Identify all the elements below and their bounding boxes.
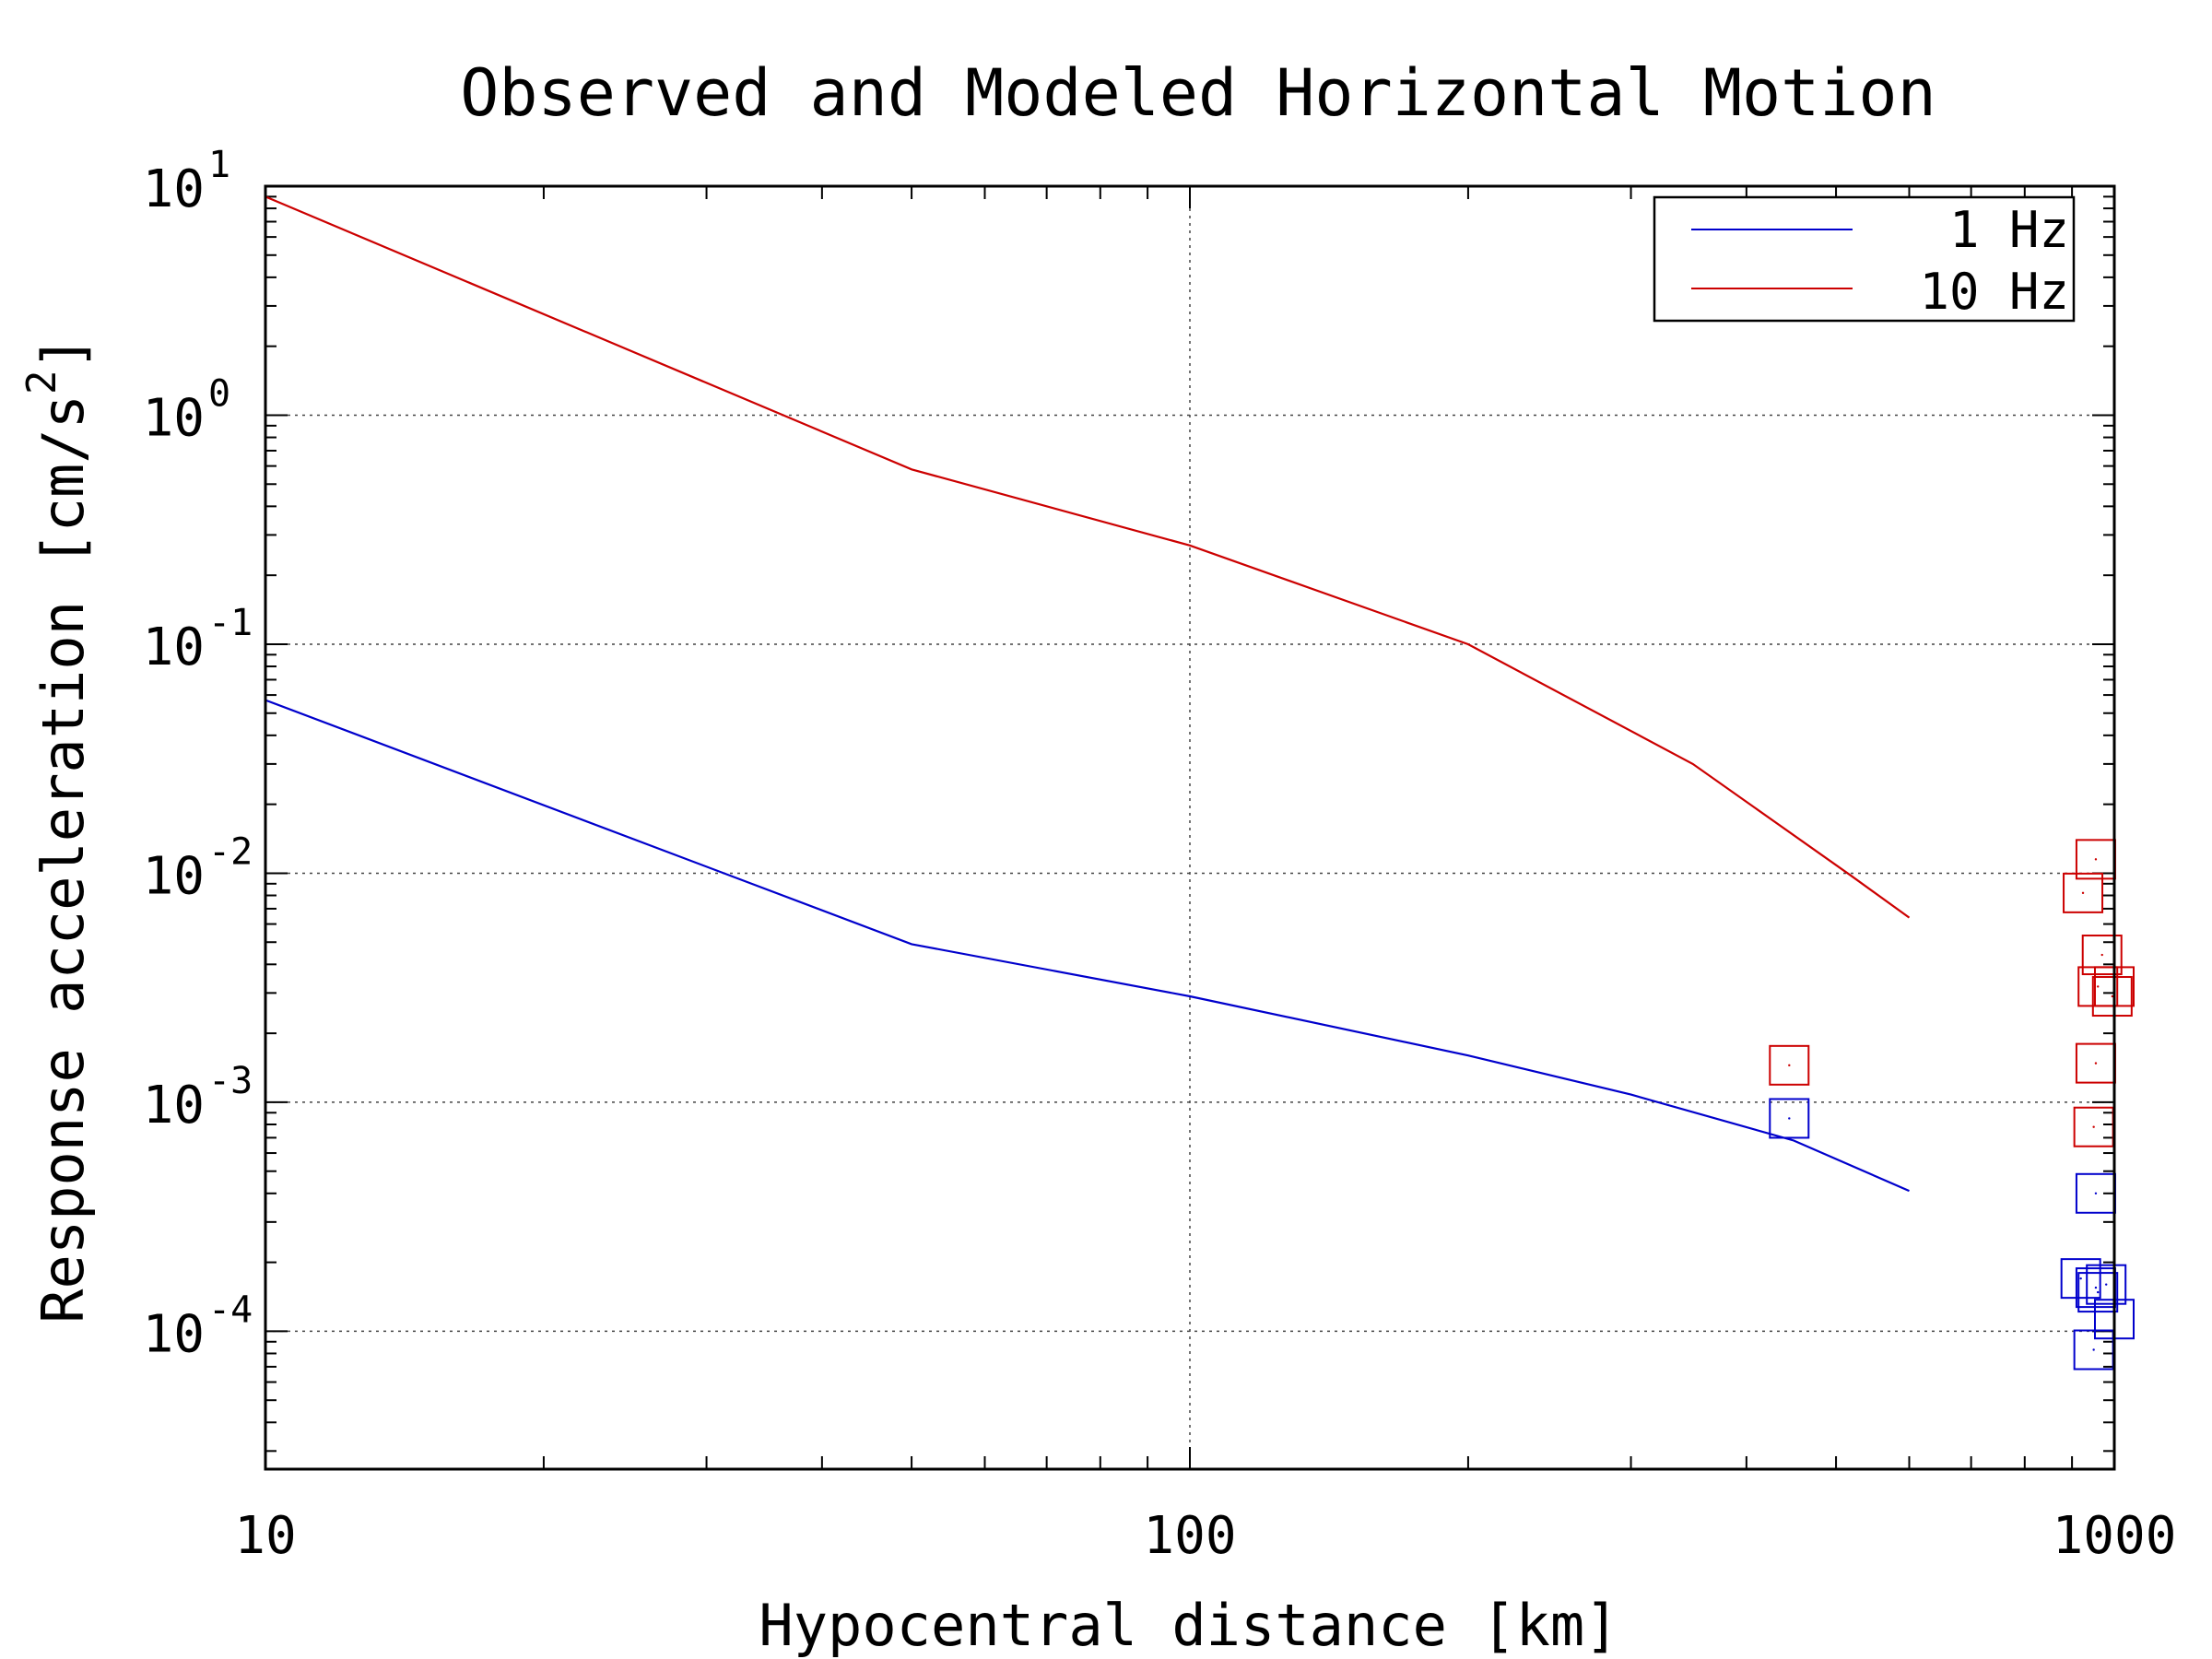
observed-marker-dot [2081, 891, 2085, 895]
y-axis-label-sup: 2 [18, 370, 65, 394]
observed-marker-dot [2092, 1348, 2095, 1351]
observed-marker [2081, 935, 2123, 976]
observed-marker-dot [2079, 1277, 2082, 1280]
observed-marker-dot [1788, 1117, 1791, 1120]
y-tick-label: 10 [143, 846, 205, 906]
y-axis-label-main: Response acceleration [cm/s [29, 394, 97, 1324]
series-layer [265, 195, 1911, 1193]
chart-title: Observed and Modeled Horizontal Motion [460, 55, 1936, 131]
observed-marker-dot [2092, 1125, 2095, 1128]
y-tick-label: 10 [143, 159, 205, 219]
observed-marker-dot [2104, 1283, 2108, 1286]
plot-frame [264, 184, 2116, 1471]
observed-marker [1769, 1044, 1810, 1086]
y-tick-exponent: -3 [208, 1060, 253, 1102]
x-axis-label: Hypocentral distance [km] [759, 1592, 1618, 1659]
series-line-10hz [265, 195, 1911, 919]
y-axis-label: Response acceleration [cm/s2] [18, 335, 97, 1324]
observed-marker-dot [2094, 1062, 2098, 1065]
observed-marker [2086, 1264, 2127, 1305]
legend: 1 Hz 10 Hz [1653, 195, 2076, 323]
observed-marker-dot [2097, 985, 2100, 988]
observed-marker-dot [2094, 1192, 2098, 1195]
x-tick-labels: 10 100 1000 [234, 1506, 2176, 1566]
grid-layer [265, 186, 2114, 1469]
y-tick-label: 10 [143, 1304, 205, 1364]
observed-marker-dot [2100, 953, 2103, 957]
y-tick-exponent: 1 [208, 144, 230, 186]
observed-marker [2091, 976, 2133, 1018]
y-tick-exponent: -4 [208, 1288, 253, 1331]
observed-marker-dot [2111, 994, 2114, 998]
observed-marker-dot [2094, 858, 2098, 861]
observed-marker [2077, 1272, 2119, 1313]
y-tick-exponent: -1 [208, 602, 253, 644]
observed-marker [2060, 1258, 2101, 1300]
marker-layer [1769, 839, 2135, 1371]
legend-label-1hz: 1 Hz [1949, 201, 2069, 259]
legend-box [1653, 195, 2076, 323]
x-tick-label: 100 [1143, 1506, 1236, 1566]
observed-marker-dot [2094, 1286, 2098, 1289]
y-tick-exponent: -2 [208, 830, 253, 873]
x-tick-label: 1000 [2053, 1506, 2177, 1566]
series-line-1hz [265, 699, 1910, 1193]
legend-label-10hz: 10 Hz [1919, 263, 2069, 321]
observed-marker [2063, 872, 2104, 913]
y-tick-label: 10 [143, 388, 205, 448]
y-tick-label: 10 [143, 1076, 205, 1135]
y-axis-label-end: ] [29, 335, 97, 370]
observed-marker-dot [2097, 1290, 2100, 1294]
x-tick-label: 10 [234, 1506, 296, 1566]
y-tick-label: 10 [143, 618, 205, 677]
y-tick-exponent: 0 [208, 372, 230, 415]
observed-marker [1769, 1098, 1810, 1139]
observed-marker-dot [1788, 1064, 1791, 1067]
